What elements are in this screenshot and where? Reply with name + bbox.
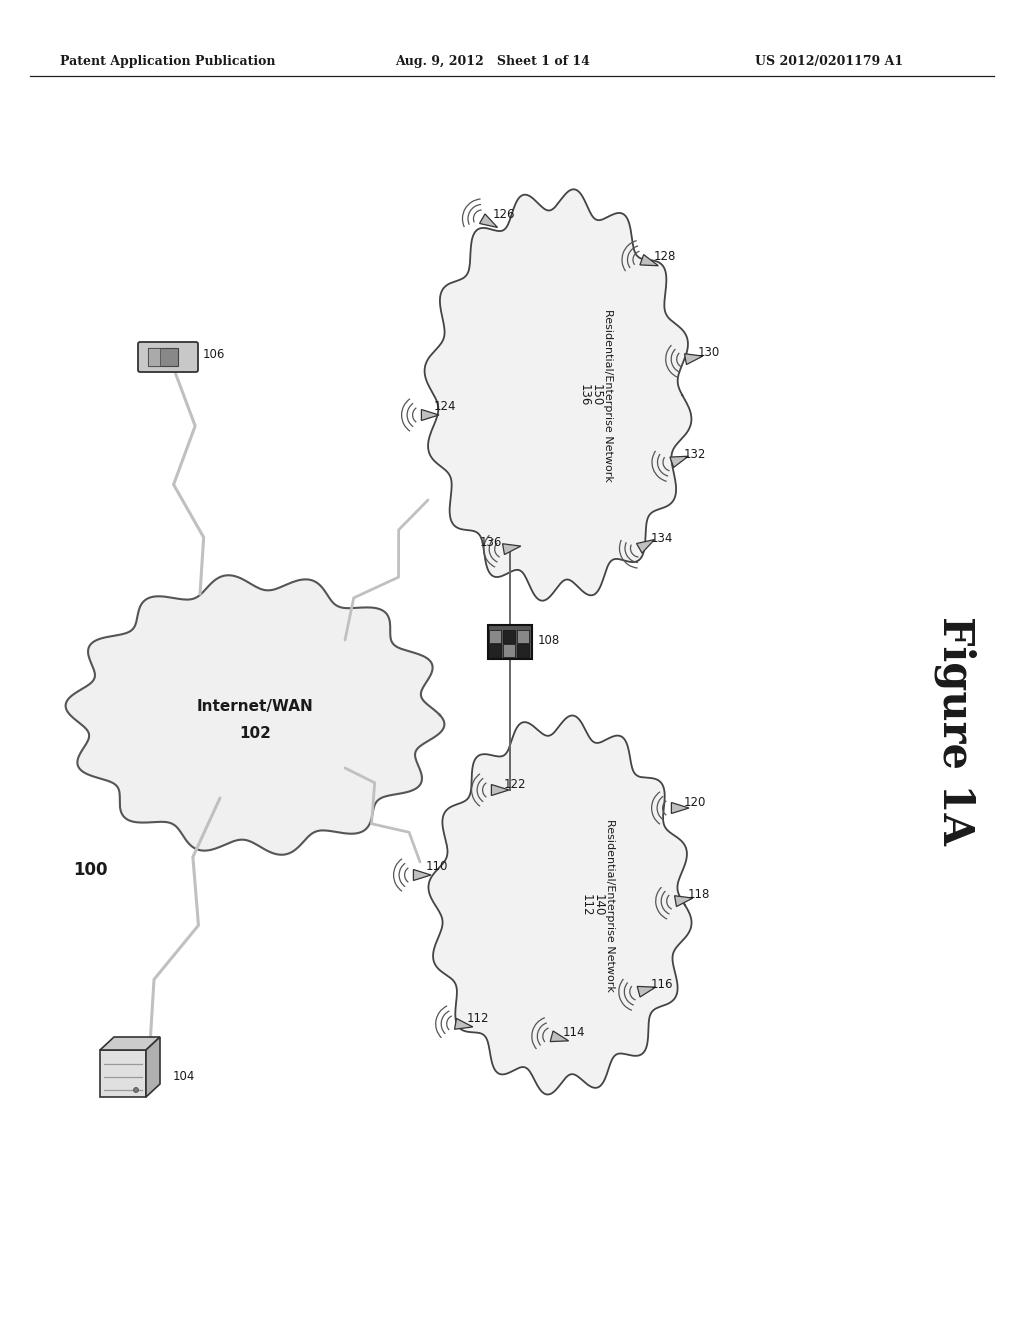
Polygon shape xyxy=(428,715,691,1094)
Text: 128: 128 xyxy=(654,249,677,263)
Text: 140: 140 xyxy=(592,894,604,916)
Text: Residential/Enterprise Network: Residential/Enterprise Network xyxy=(605,818,615,991)
Text: 112: 112 xyxy=(580,894,593,916)
Polygon shape xyxy=(637,540,654,553)
FancyBboxPatch shape xyxy=(517,630,529,643)
Text: 150: 150 xyxy=(590,384,602,407)
Polygon shape xyxy=(422,409,439,421)
FancyBboxPatch shape xyxy=(488,624,532,659)
Polygon shape xyxy=(146,1038,160,1097)
Text: 132: 132 xyxy=(684,447,707,461)
Text: 136: 136 xyxy=(578,384,591,407)
Text: 104: 104 xyxy=(173,1071,196,1084)
Text: 112: 112 xyxy=(467,1012,489,1026)
Text: 100: 100 xyxy=(73,861,108,879)
Polygon shape xyxy=(640,255,658,265)
Polygon shape xyxy=(637,986,655,997)
Text: 116: 116 xyxy=(651,978,674,990)
Text: Patent Application Publication: Patent Application Publication xyxy=(60,55,275,69)
Text: 120: 120 xyxy=(684,796,707,808)
Polygon shape xyxy=(425,189,691,601)
Text: 122: 122 xyxy=(504,777,526,791)
FancyBboxPatch shape xyxy=(148,348,160,366)
Text: 136: 136 xyxy=(480,536,503,549)
Polygon shape xyxy=(479,214,498,227)
Polygon shape xyxy=(100,1049,146,1097)
Text: 114: 114 xyxy=(563,1026,586,1039)
Text: Internet/WAN: Internet/WAN xyxy=(197,700,313,714)
Polygon shape xyxy=(672,803,689,813)
Text: Figure 1A: Figure 1A xyxy=(934,615,976,845)
Polygon shape xyxy=(66,576,444,855)
Polygon shape xyxy=(414,870,431,880)
Polygon shape xyxy=(503,544,521,554)
Text: 108: 108 xyxy=(538,634,560,647)
Text: 134: 134 xyxy=(651,532,674,545)
FancyBboxPatch shape xyxy=(489,644,501,657)
FancyBboxPatch shape xyxy=(138,342,198,372)
Text: 106: 106 xyxy=(203,347,225,360)
FancyBboxPatch shape xyxy=(517,644,529,657)
FancyBboxPatch shape xyxy=(503,630,515,643)
Polygon shape xyxy=(455,1019,473,1030)
Text: 130: 130 xyxy=(698,346,720,359)
FancyBboxPatch shape xyxy=(148,348,178,366)
Text: Aug. 9, 2012   Sheet 1 of 14: Aug. 9, 2012 Sheet 1 of 14 xyxy=(395,55,590,69)
Text: 124: 124 xyxy=(434,400,457,413)
Ellipse shape xyxy=(133,1088,138,1093)
Polygon shape xyxy=(670,457,688,467)
Text: Residential/Enterprise Network: Residential/Enterprise Network xyxy=(603,309,613,482)
Text: US 2012/0201179 A1: US 2012/0201179 A1 xyxy=(755,55,903,69)
Polygon shape xyxy=(100,1038,160,1049)
Polygon shape xyxy=(492,784,509,796)
Text: 102: 102 xyxy=(239,726,271,741)
FancyBboxPatch shape xyxy=(489,630,501,643)
FancyBboxPatch shape xyxy=(503,644,515,657)
Text: 110: 110 xyxy=(426,861,449,874)
Text: 126: 126 xyxy=(493,207,515,220)
Text: 118: 118 xyxy=(688,887,711,900)
Polygon shape xyxy=(685,354,702,364)
Polygon shape xyxy=(675,896,693,907)
Polygon shape xyxy=(550,1031,568,1041)
